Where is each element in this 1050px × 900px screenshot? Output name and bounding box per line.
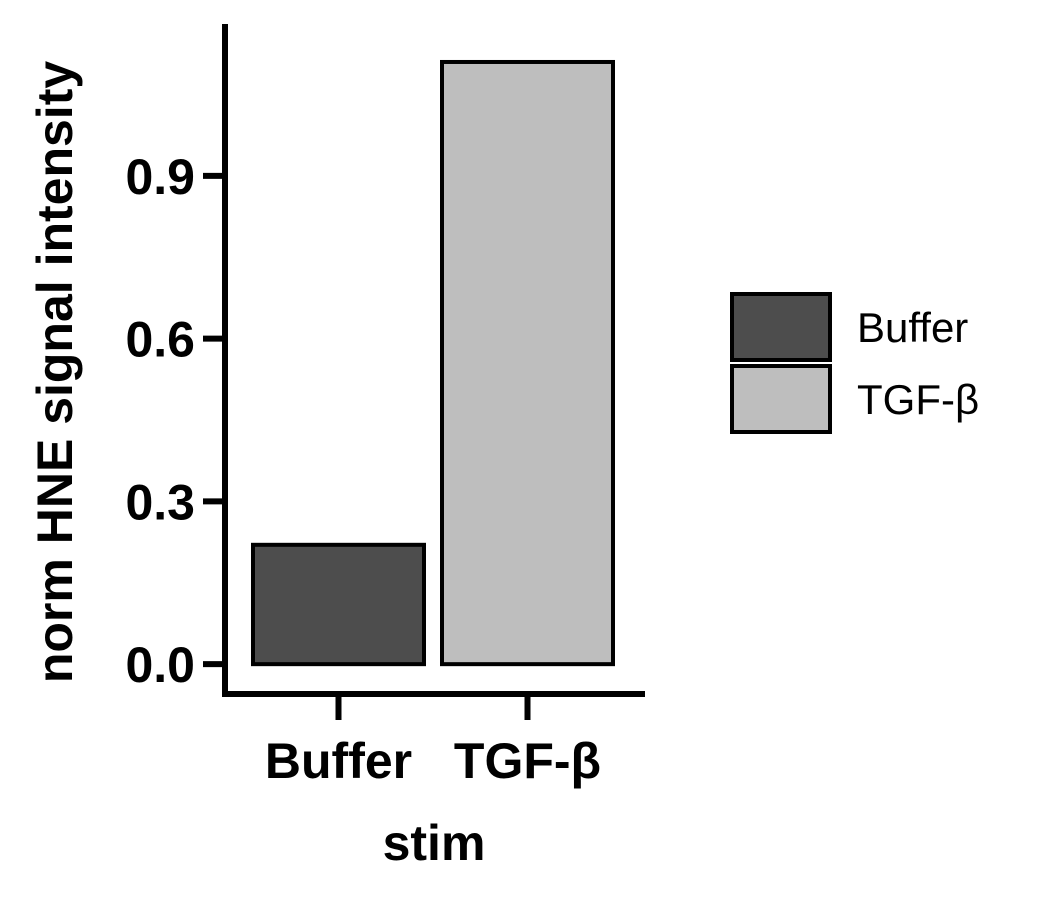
x-tick-label: TGF-β: [454, 733, 601, 789]
y-axis-title: norm HNE signal intensity: [27, 61, 83, 684]
legend-label: Buffer: [857, 304, 968, 351]
legend-swatch: [730, 364, 832, 434]
y-tick-label: 0.6: [125, 312, 195, 368]
legend-label: TGF-β: [857, 376, 979, 423]
x-tick-label: Buffer: [265, 733, 412, 789]
legend-swatch: [730, 292, 832, 362]
legend: Buffer TGF-β: [730, 292, 979, 434]
x-axis-ticks: Buffer TGF-β: [265, 694, 601, 789]
axes: [222, 24, 645, 697]
bar: [251, 542, 426, 667]
bars: [251, 59, 615, 667]
bar: [440, 59, 615, 667]
y-tick-label: 0.3: [125, 474, 195, 530]
y-axis-ticks: 0.0 0.3 0.6 0.9: [125, 149, 225, 693]
x-axis-title: stim: [383, 815, 486, 871]
y-tick-label: 0.0: [125, 637, 195, 693]
y-tick-label: 0.9: [125, 149, 195, 205]
